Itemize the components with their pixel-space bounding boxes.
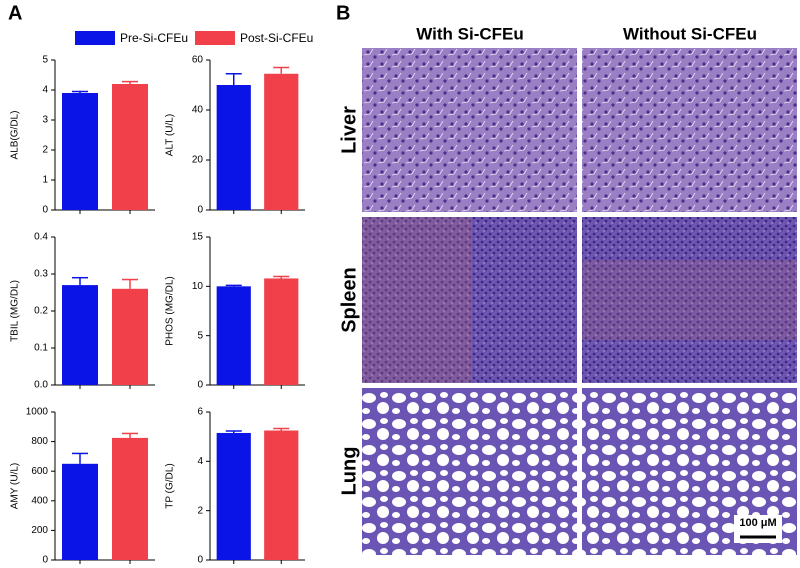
- scale-bar-label: 100 μM: [739, 517, 776, 529]
- y-axis-label: PHOS (MG/DL): [165, 276, 176, 345]
- bar: [62, 285, 98, 385]
- legend-label: Post-Si-CFEu: [240, 31, 313, 45]
- y-axis-label: ALT (U/L): [165, 114, 176, 156]
- y-tick-label: 0.3: [34, 269, 48, 280]
- histology-image: [582, 48, 797, 212]
- bar: [62, 463, 98, 560]
- y-tick-label: 15: [192, 232, 204, 243]
- histology-image: [362, 388, 577, 555]
- bar: [264, 278, 299, 385]
- histology-image: [362, 217, 577, 383]
- y-tick-label: 3: [42, 115, 48, 126]
- y-tick-label: 4: [197, 456, 203, 467]
- row-header: Liver: [338, 106, 360, 154]
- y-tick-label: 1: [42, 175, 48, 186]
- y-tick-label: 400: [31, 495, 48, 506]
- y-tick-label: 0: [197, 555, 203, 566]
- y-tick-label: 0.2: [34, 306, 48, 317]
- y-tick-label: 4: [42, 85, 48, 96]
- y-tick-label: 0: [42, 205, 48, 216]
- y-axis-label: ALB(G/DL): [10, 111, 21, 160]
- y-tick-label: 0: [42, 555, 48, 566]
- y-tick-label: 0.1: [34, 343, 48, 354]
- histology-overlay: [582, 260, 797, 340]
- histology-image: [582, 217, 797, 383]
- y-tick-label: 600: [31, 466, 48, 477]
- y-tick-label: 10: [192, 281, 204, 292]
- y-axis-label: AMY (U/L): [10, 463, 21, 510]
- y-tick-label: 0: [197, 380, 203, 391]
- y-tick-label: 2: [197, 505, 203, 516]
- row-header: Lung: [338, 447, 360, 496]
- panel-label: B: [336, 2, 350, 24]
- bar: [264, 73, 299, 210]
- bar: [62, 93, 98, 210]
- row-header: Spleen: [338, 267, 360, 333]
- y-axis-label: TBIL (MG/DL): [10, 280, 21, 342]
- bar: [264, 430, 299, 560]
- y-tick-label: 6: [197, 407, 203, 418]
- bar: [112, 288, 148, 385]
- legend-swatch: [195, 31, 235, 45]
- bar: [216, 85, 251, 210]
- histology-overlay: [362, 217, 472, 383]
- bar: [216, 286, 251, 385]
- y-axis-label: TP (G/DL): [165, 463, 176, 508]
- y-tick-label: 800: [31, 436, 48, 447]
- y-tick-label: 60: [192, 55, 204, 66]
- column-header: With Si-CFEu: [416, 24, 524, 43]
- bar: [112, 437, 148, 560]
- histology-image: [362, 48, 577, 212]
- y-tick-label: 1000: [26, 407, 49, 418]
- y-tick-label: 0.4: [34, 232, 48, 243]
- legend-label: Pre-Si-CFEu: [120, 31, 188, 45]
- y-tick-label: 40: [192, 105, 204, 116]
- y-tick-label: 20: [192, 155, 204, 166]
- y-tick-label: 5: [197, 330, 203, 341]
- panel-label: A: [8, 2, 22, 24]
- y-tick-label: 2: [42, 145, 48, 156]
- bar: [112, 84, 148, 210]
- legend-swatch: [75, 31, 115, 45]
- y-tick-label: 200: [31, 525, 48, 536]
- y-tick-label: 5: [42, 55, 48, 66]
- column-header: Without Si-CFEu: [623, 24, 757, 43]
- y-tick-label: 0.0: [34, 380, 48, 391]
- bar: [216, 432, 251, 560]
- y-tick-label: 0: [197, 205, 203, 216]
